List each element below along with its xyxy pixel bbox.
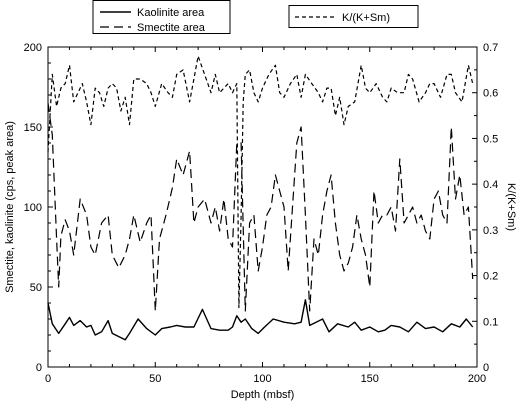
x-tick-label: 100	[253, 373, 271, 385]
series-line-k-k-sm	[47, 55, 474, 309]
y-axis-title: Smectite, kaolinite (cps, peak area)	[4, 121, 16, 293]
legend-label: K/(K+Sm)	[342, 12, 390, 24]
y2-tick-label: 0.1	[483, 316, 498, 328]
axes-layer: 0 50 100 150 20005010015020000.10.20.30.40.5…	[4, 42, 517, 401]
legend-layer: Kaolinite area Smectite area K/(K+Sm)	[92, 0, 419, 34]
legend-label: Kaolinite area	[137, 7, 205, 19]
x-tick-label: 50	[149, 373, 161, 385]
y2-tick-label: 0	[483, 362, 489, 374]
y2-tick-label: 0.5	[483, 133, 498, 145]
x-tick-label: 200	[468, 373, 486, 385]
x-axis-title: Depth (mbsf)	[231, 389, 295, 401]
x-tick-label: 0	[45, 373, 51, 385]
x-tick-label: 150	[361, 373, 379, 385]
series-layer	[47, 55, 474, 341]
y-tick-label: 100	[24, 202, 42, 214]
y-tick-label: 50	[30, 282, 42, 294]
y2-tick-label: 0.2	[483, 271, 498, 283]
y2-tick-label: 0.6	[483, 88, 498, 100]
y2-tick-label: 0.4	[483, 179, 498, 191]
series-line-kaolinite-area	[47, 299, 474, 341]
legend-box-right	[288, 5, 419, 28]
legend-box-left	[92, 0, 231, 34]
y-tick-label: 150	[24, 122, 42, 134]
legend-label: Smectite area	[137, 22, 206, 34]
y2-axis-title: K/(K+Sm)	[505, 183, 517, 231]
y2-tick-label: 0.7	[483, 42, 498, 54]
series-line-smectite-area	[47, 102, 474, 312]
y2-tick-label: 0.3	[483, 225, 498, 237]
y-tick-label: 200	[24, 42, 42, 54]
y-tick-label: 0	[36, 362, 42, 374]
